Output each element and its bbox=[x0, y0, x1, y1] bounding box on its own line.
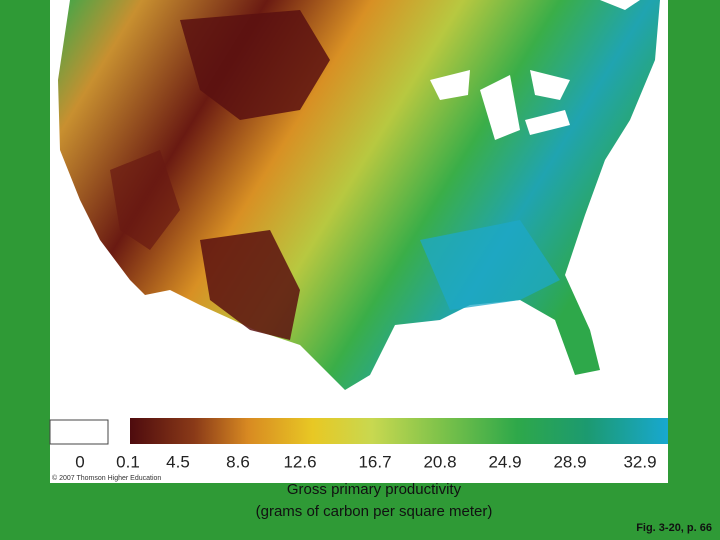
legend-tick-label: 32.9 bbox=[623, 452, 656, 471]
legend-zero-box bbox=[49, 419, 109, 445]
legend-tick-label: 16.7 bbox=[358, 452, 391, 471]
legend-tick-label: 12.6 bbox=[283, 452, 316, 471]
legend-tick-label: 28.9 bbox=[553, 452, 586, 471]
copyright: © 2007 Thomson Higher Education bbox=[52, 474, 161, 482]
caption-line: (grams of carbon per square meter) bbox=[256, 503, 493, 520]
legend-ticks: 0 0.1 4.5 8.6 12.6 16.7 20.8 24.9 28.9 32.9 bbox=[75, 452, 656, 471]
caption-line: Gross primary productivity bbox=[287, 481, 462, 498]
legend-tick-label: 0 bbox=[75, 452, 84, 471]
legend-tick-label: 4.5 bbox=[166, 452, 190, 471]
legend-tick-label: 8.6 bbox=[226, 452, 250, 471]
legend-tick-label: 20.8 bbox=[423, 452, 456, 471]
legend-tick-label: 24.9 bbox=[488, 452, 521, 471]
legend-tick-label: 0.1 bbox=[116, 452, 140, 471]
legend-bar bbox=[130, 418, 668, 444]
figure-label: Fig. 3-20, p. 66 bbox=[636, 522, 712, 534]
map bbox=[58, 0, 660, 390]
